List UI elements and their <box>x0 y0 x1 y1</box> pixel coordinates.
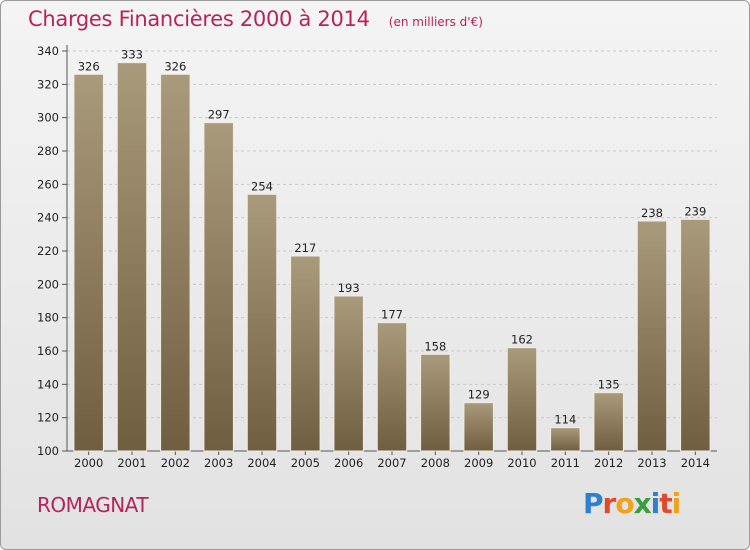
data-label: 297 <box>208 108 230 122</box>
data-label: 135 <box>598 378 620 392</box>
logo-letter: r <box>602 487 617 520</box>
y-tick-label: 260 <box>37 177 59 191</box>
bar <box>420 353 451 452</box>
logo-letter: o <box>615 487 634 520</box>
data-label: 217 <box>294 241 316 255</box>
bar <box>203 122 234 452</box>
bar <box>463 402 494 452</box>
y-tick-label: 120 <box>37 411 59 425</box>
label-layer: 326 333 326 297 254 217 193 177 158 129 162 114 135 2… <box>78 48 707 427</box>
bar <box>506 347 538 452</box>
bar <box>680 218 711 452</box>
proxiti-logo[interactable]: Proxiti <box>583 487 682 520</box>
chart-title: Charges Financières 2000 à 2014 <box>28 7 370 31</box>
bar <box>593 392 624 452</box>
y-tick-label: 100 <box>37 444 59 458</box>
commune-name: ROMAGNAT <box>37 493 149 517</box>
bar <box>160 73 191 452</box>
data-label: 333 <box>121 48 143 62</box>
x-tick-label: 2000 <box>74 456 103 470</box>
axis-layer: 100 120 140 160 180 200 220 240 260 280 300 320 340 2… <box>37 44 717 470</box>
data-label: 162 <box>511 333 533 347</box>
title-row: Charges Financières 2000 à 2014 (en mill… <box>28 7 483 31</box>
x-tick-label: 2010 <box>507 456 536 470</box>
y-tick-label: 140 <box>37 377 59 391</box>
x-tick-label: 2011 <box>551 456 580 470</box>
bar <box>636 220 668 452</box>
bar-layer <box>73 62 711 452</box>
bar <box>116 62 148 452</box>
bar <box>73 73 104 452</box>
chart-subtitle: (en milliers d'€) <box>388 15 483 29</box>
logo-letter: P <box>583 487 604 520</box>
data-label: 326 <box>164 59 186 73</box>
y-tick-label: 280 <box>37 144 59 158</box>
x-tick-label: 2012 <box>594 456 623 470</box>
x-tick-label: 2003 <box>204 456 233 470</box>
y-tick-label: 240 <box>37 211 59 225</box>
y-tick-label: 160 <box>37 344 59 358</box>
y-tick-label: 340 <box>37 44 59 58</box>
x-tick-label: 2007 <box>377 456 406 470</box>
data-label: 129 <box>468 388 490 402</box>
x-tick-label: 2006 <box>334 456 363 470</box>
y-tick-label: 300 <box>37 111 59 125</box>
x-tick-label: 2008 <box>421 456 450 470</box>
x-tick-label: 2014 <box>681 456 710 470</box>
x-tick-label: 2004 <box>247 456 276 470</box>
logo-letter: x <box>633 487 652 520</box>
x-tick-label: 2009 <box>464 456 493 470</box>
data-label: 193 <box>338 281 360 295</box>
logo-letter: i <box>650 487 661 520</box>
y-tick-label: 180 <box>37 311 59 325</box>
data-label: 326 <box>78 59 100 73</box>
bar <box>290 255 321 452</box>
y-tick-label: 320 <box>37 77 59 91</box>
bar <box>376 322 408 452</box>
logo-letter: t <box>659 487 672 520</box>
x-tick-label: 2005 <box>291 456 320 470</box>
bar <box>333 295 364 452</box>
data-label: 114 <box>554 413 576 427</box>
bar <box>550 427 581 452</box>
y-tick-label: 200 <box>37 277 59 291</box>
data-label: 238 <box>641 206 663 220</box>
data-label: 158 <box>424 339 446 353</box>
data-label: 239 <box>684 204 706 218</box>
x-tick-label: 2001 <box>117 456 146 470</box>
logo-letter: i <box>671 487 682 520</box>
bar <box>246 193 278 452</box>
data-label: 254 <box>251 179 273 193</box>
data-label: 177 <box>381 308 403 322</box>
x-tick-label: 2013 <box>637 456 666 470</box>
y-tick-label: 220 <box>37 244 59 258</box>
x-tick-label: 2002 <box>161 456 190 470</box>
